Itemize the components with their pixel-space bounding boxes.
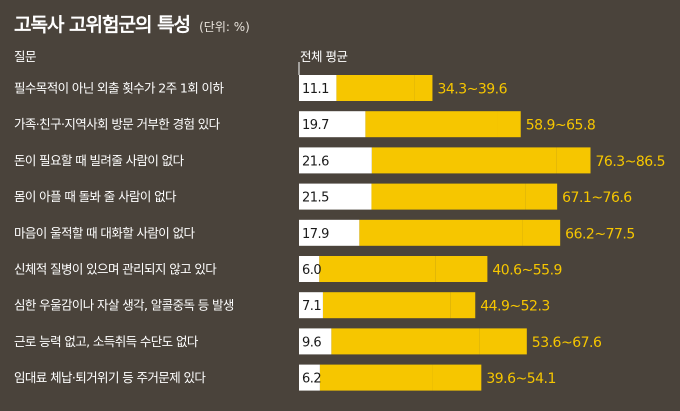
range-bar-lead <box>322 292 451 319</box>
range-value-label: 40.6~55.9 <box>492 263 562 279</box>
category-label: 근로 능력 없고, 소득취득 수단도 없다 <box>14 334 199 349</box>
range-bar-lead <box>365 111 498 138</box>
category-label: 심한 우울감이나 자살 생각, 알콜중독 등 발생 <box>14 298 234 313</box>
category-label: 몸이 아플 때 돌봐 줄 사람이 없다 <box>14 189 177 204</box>
range-bar-lead <box>319 364 433 391</box>
range-bar-lead <box>319 256 436 282</box>
range-bar <box>414 75 433 101</box>
range-bar <box>432 364 482 391</box>
average-value-label: 6.2 <box>302 372 321 387</box>
average-value-label: 21.5 <box>302 191 329 206</box>
average-bar <box>299 364 320 391</box>
range-value-label: 53.6~67.6 <box>532 335 602 351</box>
range-bar <box>479 328 527 355</box>
range-bar <box>497 111 521 138</box>
category-label: 임대료 체납·퇴거위기 등 주거문제 있다 <box>14 370 206 385</box>
average-bar <box>299 219 360 246</box>
range-bar <box>525 183 558 210</box>
header-question: 질문 <box>14 49 37 64</box>
header-average: 전체 평균 <box>300 49 348 64</box>
range-bar <box>556 147 591 174</box>
range-value-label: 44.9~52.3 <box>480 299 550 315</box>
range-bar-lead <box>336 75 415 101</box>
average-value-label: 11.1 <box>302 82 329 97</box>
range-bar <box>522 219 561 246</box>
average-bar <box>299 328 332 355</box>
range-value-label: 58.9~65.8 <box>526 118 596 134</box>
range-bar <box>450 292 476 319</box>
range-bar-lead <box>331 328 480 355</box>
category-label: 돈이 필요할 때 빌려줄 사람이 없다 <box>14 153 185 168</box>
average-value-label: 19.7 <box>302 118 329 133</box>
average-bar <box>299 183 372 210</box>
chart-unit: (단위: %) <box>199 20 250 34</box>
range-value-label: 34.3~39.6 <box>437 82 507 98</box>
chart-title-row: 고독사 고위험군의 특성 (단위: %) <box>14 10 250 37</box>
category-label: 가족·친구·지역사회 방문 거부한 경험 있다 <box>14 117 221 132</box>
range-value-label: 66.2~77.5 <box>565 226 635 242</box>
range-bar-lead <box>371 147 557 174</box>
average-value-label: 17.9 <box>302 227 329 242</box>
average-bar <box>299 111 366 138</box>
category-label: 필수목적이 아닌 외출 횟수가 2주 1회 이하 <box>14 81 224 96</box>
range-value-label: 67.1~76.6 <box>562 190 632 206</box>
range-bar <box>435 256 488 282</box>
average-bar <box>299 75 337 101</box>
category-label: 마음이 울적할 때 대화할 사람이 없다 <box>14 225 195 240</box>
average-bar <box>299 256 320 282</box>
average-value-label: 21.6 <box>302 154 329 169</box>
range-bar-lead <box>359 219 523 246</box>
average-bar <box>299 147 372 174</box>
average-value-label: 7.1 <box>302 299 321 314</box>
range-value-label: 76.3~86.5 <box>596 154 666 170</box>
range-bar-lead <box>371 183 526 210</box>
average-value-label: 9.6 <box>302 335 321 350</box>
range-value-label: 39.6~54.1 <box>486 371 556 387</box>
chart-title: 고독사 고위험군의 특성 <box>14 14 191 36</box>
average-bar <box>299 292 323 319</box>
average-value-label: 6.0 <box>302 263 321 278</box>
category-label: 신체적 질병이 있으며 관리되지 않고 있다 <box>14 262 217 277</box>
